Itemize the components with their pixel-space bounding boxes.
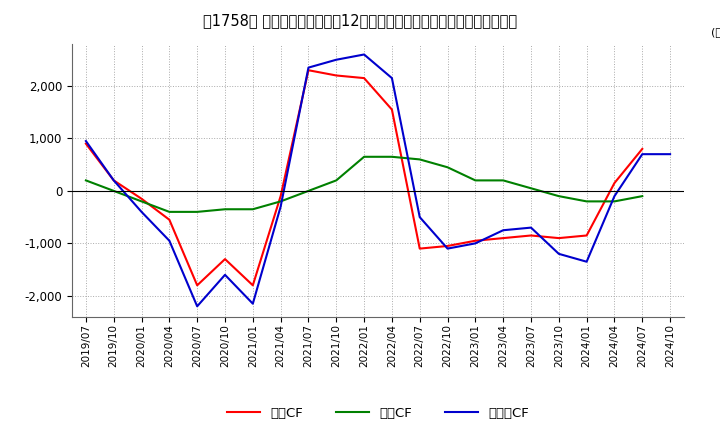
投資CF: [444, 165, 452, 170]
営業CF: [415, 246, 424, 251]
フリーCF: [444, 246, 452, 251]
投資CF: [582, 199, 591, 204]
投資CF: [220, 207, 229, 212]
フリーCF: [220, 272, 229, 278]
フリーCF: [387, 76, 396, 81]
フリーCF: [610, 194, 618, 199]
投資CF: [332, 178, 341, 183]
投資CF: [554, 194, 563, 199]
フリーCF: [81, 139, 90, 144]
投資CF: [499, 178, 508, 183]
Text: (百万円): (百万円): [711, 27, 720, 37]
投資CF: [387, 154, 396, 159]
営業CF: [248, 282, 257, 288]
フリーCF: [138, 209, 146, 215]
フリーCF: [109, 178, 118, 183]
フリーCF: [248, 301, 257, 306]
営業CF: [638, 146, 647, 151]
営業CF: [193, 282, 202, 288]
フリーCF: [527, 225, 536, 230]
フリーCF: [276, 204, 285, 209]
フリーCF: [304, 65, 312, 70]
営業CF: [527, 233, 536, 238]
フリーCF: [666, 151, 675, 157]
フリーCF: [193, 304, 202, 309]
営業CF: [471, 238, 480, 243]
フリーCF: [499, 227, 508, 233]
営業CF: [360, 76, 369, 81]
投資CF: [415, 157, 424, 162]
営業CF: [220, 257, 229, 262]
投資CF: [527, 186, 536, 191]
投資CF: [471, 178, 480, 183]
フリーCF: [471, 241, 480, 246]
フリーCF: [638, 151, 647, 157]
投資CF: [193, 209, 202, 215]
Text: 【1758】 キャッシュフローの12か月移動合計の対前年同期増減額の推移: 【1758】 キャッシュフローの12か月移動合計の対前年同期増減額の推移: [203, 13, 517, 28]
投資CF: [81, 178, 90, 183]
フリーCF: [582, 259, 591, 264]
Line: フリーCF: フリーCF: [86, 55, 670, 306]
投資CF: [165, 209, 174, 215]
営業CF: [610, 180, 618, 186]
フリーCF: [165, 238, 174, 243]
投資CF: [248, 207, 257, 212]
投資CF: [360, 154, 369, 159]
フリーCF: [415, 214, 424, 220]
営業CF: [304, 68, 312, 73]
営業CF: [332, 73, 341, 78]
投資CF: [138, 199, 146, 204]
投資CF: [638, 194, 647, 199]
フリーCF: [332, 57, 341, 62]
営業CF: [499, 235, 508, 241]
営業CF: [276, 194, 285, 199]
投資CF: [304, 188, 312, 194]
営業CF: [109, 178, 118, 183]
営業CF: [387, 107, 396, 112]
営業CF: [444, 243, 452, 249]
投資CF: [610, 199, 618, 204]
Legend: 営業CF, 投資CF, フリーCF: 営業CF, 投資CF, フリーCF: [221, 401, 535, 425]
投資CF: [276, 199, 285, 204]
投資CF: [109, 188, 118, 194]
営業CF: [81, 141, 90, 147]
フリーCF: [554, 251, 563, 257]
営業CF: [138, 196, 146, 202]
Line: 営業CF: 営業CF: [86, 70, 642, 285]
営業CF: [554, 235, 563, 241]
営業CF: [582, 233, 591, 238]
フリーCF: [360, 52, 369, 57]
営業CF: [165, 217, 174, 222]
Line: 投資CF: 投資CF: [86, 157, 642, 212]
